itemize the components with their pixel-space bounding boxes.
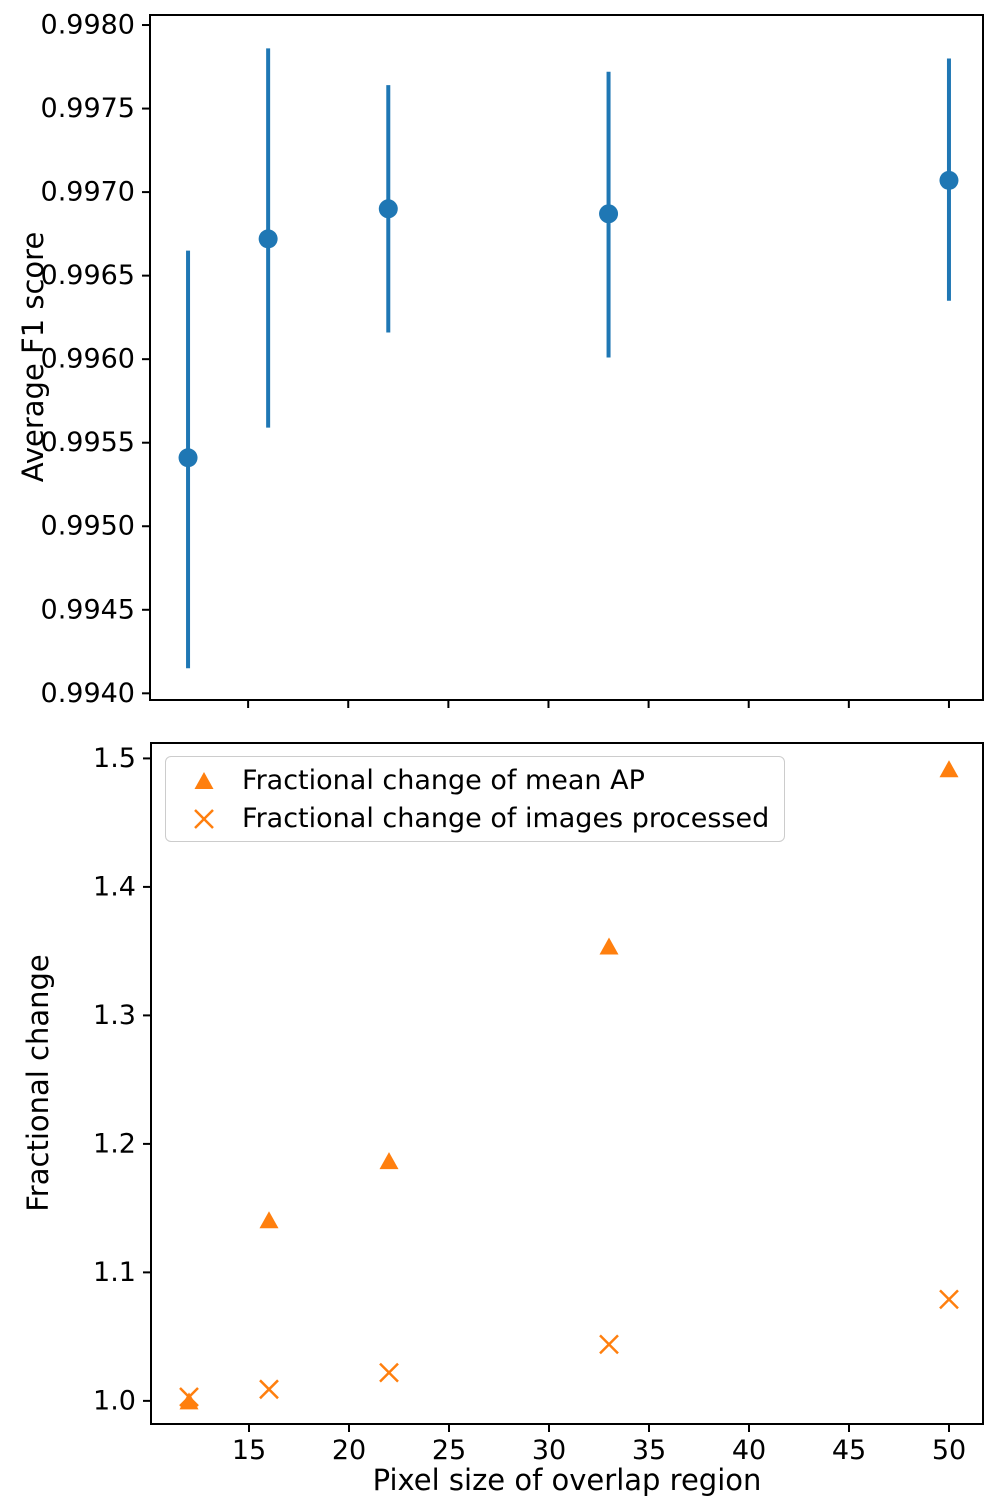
legend-label-images-processed: Fractional change of images processed: [242, 803, 770, 834]
data-point: [378, 199, 398, 219]
x-tick-label: 40: [732, 1435, 766, 1466]
y-tick-label: 0.9960: [41, 344, 135, 375]
x-marker: [599, 1334, 619, 1355]
plot-border: [149, 14, 984, 701]
triangle-marker: [939, 760, 959, 778]
y-tick-label: 0.9970: [41, 177, 135, 208]
y-tick-label: 1.0: [93, 1385, 136, 1416]
x-tick-label: 45: [832, 1435, 866, 1466]
x-marker-icon: [194, 809, 214, 829]
legend: Fractional change of mean AP Fractional …: [165, 756, 785, 842]
x-marker: [179, 1387, 199, 1407]
triangle-marker: [179, 1392, 199, 1410]
legend-row-mean-ap: Fractional change of mean AP: [166, 762, 784, 800]
y-tick-label: 0.9950: [41, 511, 135, 542]
data-point: [258, 229, 278, 249]
x-tick-label: 35: [632, 1435, 666, 1466]
y-tick-label: 0.9980: [41, 10, 135, 41]
y-tick-label: 1.3: [93, 1000, 136, 1031]
y-tick-label: 1.4: [93, 871, 136, 902]
y-tick-label: 0.9940: [41, 678, 135, 709]
data-point: [178, 448, 198, 468]
data-point: [599, 204, 619, 224]
triangle-marker-icon: [194, 772, 214, 789]
y-tick-label: 0.9975: [41, 93, 135, 124]
data-point: [939, 170, 959, 190]
triangle-marker: [379, 1152, 399, 1170]
y-tick-label: 0.9965: [41, 260, 135, 291]
top-chart-y-axis-label: Average F1 score: [16, 231, 50, 483]
bottom-chart-y-axis-label: Fractional change: [21, 954, 55, 1212]
triangle-marker: [259, 1211, 279, 1229]
legend-row-images-processed: Fractional change of images processed: [166, 800, 784, 838]
y-tick-label: 1.2: [93, 1128, 136, 1159]
x-axis-label: Pixel size of overlap region: [372, 1463, 762, 1497]
x-marker: [259, 1379, 279, 1400]
x-tick-label: 20: [332, 1435, 366, 1466]
y-tick-label: 1.5: [93, 743, 136, 774]
legend-label-mean-ap: Fractional change of mean AP: [242, 765, 645, 796]
x-tick-label: 30: [532, 1435, 566, 1466]
x-marker: [939, 1289, 959, 1310]
x-tick-label: 25: [432, 1435, 466, 1466]
y-tick-label: 0.9955: [41, 427, 135, 458]
y-tick-label: 0.9945: [41, 594, 135, 625]
plot-border: [150, 742, 984, 1425]
x-marker: [379, 1362, 399, 1383]
y-tick-label: 1.1: [93, 1257, 136, 1288]
triangle-marker: [599, 937, 619, 955]
x-tick-label: 50: [932, 1435, 966, 1466]
x-tick-label: 15: [232, 1435, 266, 1466]
